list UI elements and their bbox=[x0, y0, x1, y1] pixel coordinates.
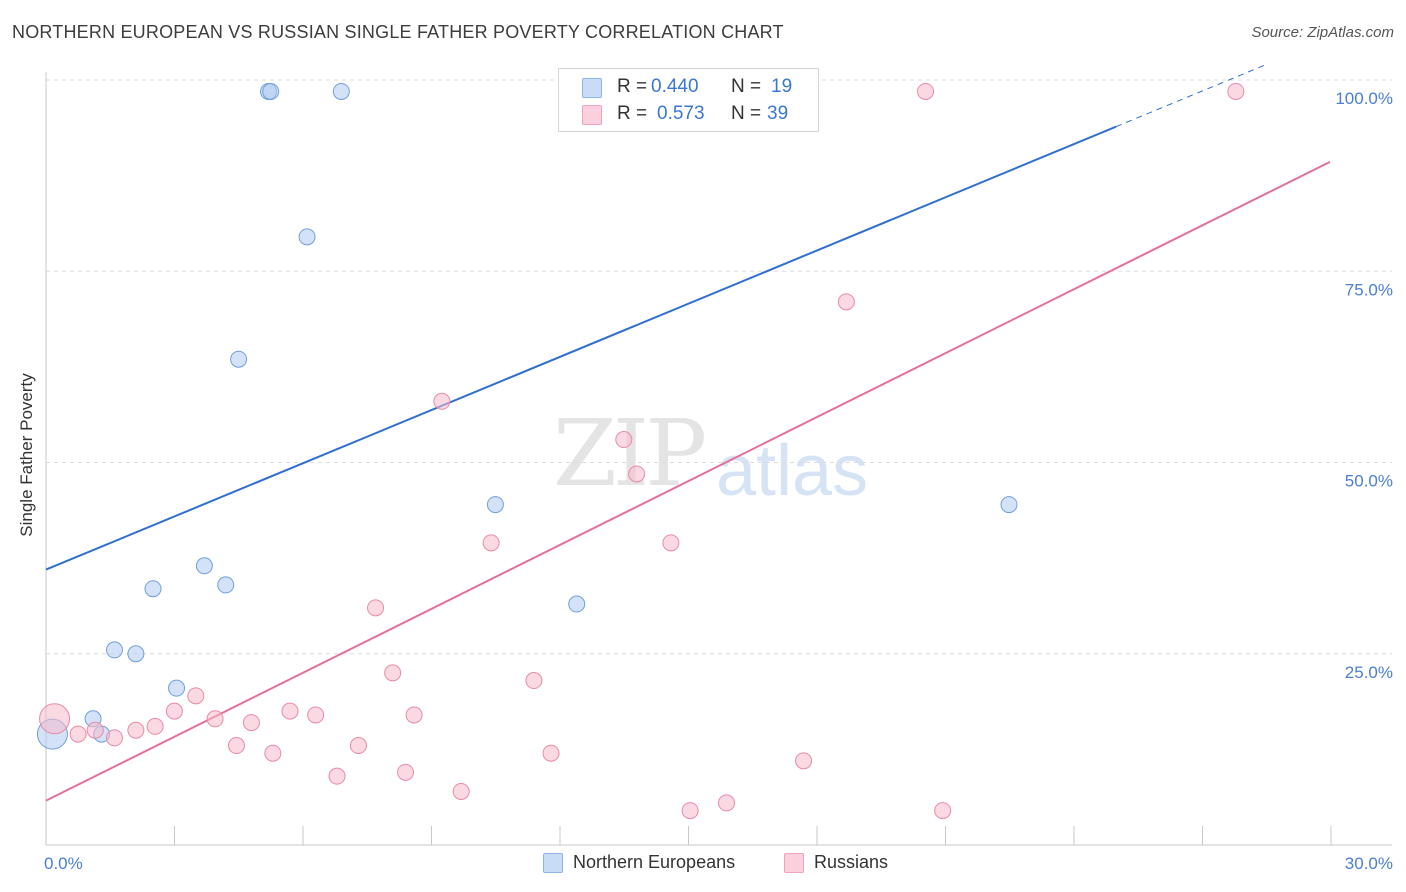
legend-item-russians[interactable]: Russians bbox=[784, 852, 888, 873]
legend-swatch-pink bbox=[582, 105, 602, 125]
legend-swatch-blue bbox=[582, 78, 602, 98]
trend-lines bbox=[45, 64, 1331, 802]
x-tick-label-30: 30.0% bbox=[1345, 854, 1393, 873]
correlation-legend: R = 0.440 N = 19 R = 0.573 N = 39 bbox=[558, 68, 819, 132]
russian-point bbox=[718, 794, 736, 812]
russian-point bbox=[615, 431, 633, 449]
russian-point bbox=[69, 725, 87, 743]
russian-point bbox=[127, 721, 145, 739]
northern-european-point bbox=[568, 595, 586, 613]
x-tick-label-0: 0.0% bbox=[44, 854, 83, 873]
legend-n-label: N = bbox=[731, 103, 762, 124]
legend-item-northern-europeans[interactable]: Northern Europeans bbox=[543, 852, 735, 873]
legend-n-value: 39 bbox=[767, 103, 789, 124]
northern-european-point bbox=[230, 350, 248, 368]
russian-point bbox=[328, 767, 346, 785]
russian-point bbox=[242, 714, 260, 732]
russian-point bbox=[307, 706, 325, 724]
legend-label-russians: Russians bbox=[814, 852, 889, 872]
russian-point bbox=[452, 782, 470, 800]
legend-r-value: 0.573 bbox=[657, 103, 705, 124]
tick-labels: 25.0% 50.0% 75.0% 100.0% 0.0% 30.0% bbox=[44, 89, 1393, 873]
northern-european-point bbox=[168, 679, 186, 697]
russian-point bbox=[227, 737, 245, 755]
russian-point bbox=[525, 672, 543, 690]
northern-european-point bbox=[195, 557, 213, 575]
northern-european-point bbox=[486, 496, 504, 514]
russian-point bbox=[542, 744, 560, 762]
russian-point bbox=[367, 599, 385, 617]
russian-point bbox=[837, 293, 855, 311]
legend-n-value: 19 bbox=[771, 76, 793, 97]
trend-line-northern-europeans bbox=[45, 125, 1117, 571]
russian-point bbox=[1227, 82, 1245, 100]
grid-lines bbox=[46, 79, 1392, 655]
watermark-atlas: atlas bbox=[716, 431, 869, 511]
russian-point bbox=[433, 392, 451, 410]
trend-line-extension bbox=[1115, 64, 1266, 128]
russian-point bbox=[662, 534, 680, 552]
northern-european-point bbox=[262, 82, 280, 100]
russian-point bbox=[681, 802, 699, 820]
northern-european-point bbox=[105, 641, 123, 659]
russian-point bbox=[405, 706, 423, 724]
russian-point bbox=[349, 737, 367, 755]
y-tick-label-50: 50.0% bbox=[1345, 472, 1393, 491]
legend-swatch-northern-europeans bbox=[543, 852, 563, 873]
northern-european-point bbox=[1000, 496, 1018, 514]
y-tick-label-25: 25.0% bbox=[1345, 663, 1393, 682]
chart-source: Source: ZipAtlas.com bbox=[1251, 24, 1394, 41]
russian-point bbox=[105, 729, 123, 747]
russian-point bbox=[206, 710, 224, 728]
russian-point bbox=[934, 802, 952, 820]
chart-title: NORTHERN EUROPEAN VS RUSSIAN SINGLE FATH… bbox=[12, 22, 784, 42]
legend-n-label: N = bbox=[731, 76, 762, 97]
legend-r-label: R = bbox=[617, 76, 648, 97]
y-tick-label-75: 75.0% bbox=[1345, 280, 1393, 299]
russian-point bbox=[384, 664, 402, 682]
russian-point bbox=[187, 687, 205, 705]
northern-european-point bbox=[298, 228, 316, 246]
northern-european-point bbox=[144, 580, 162, 598]
northern-european-point bbox=[332, 82, 350, 100]
russian-point bbox=[917, 82, 935, 100]
russian-point bbox=[397, 763, 415, 781]
data-points bbox=[36, 82, 1245, 820]
russian-point bbox=[146, 717, 164, 735]
russian-point bbox=[165, 702, 183, 720]
northern-european-point bbox=[127, 645, 145, 663]
russian-point bbox=[86, 721, 104, 739]
russian-point bbox=[795, 752, 813, 770]
legend-label-northern-europeans: Northern Europeans bbox=[573, 852, 736, 872]
russian-point bbox=[628, 465, 646, 483]
northern-european-point bbox=[217, 576, 235, 594]
legend-r-label: R = bbox=[617, 103, 648, 124]
legend-swatch-russians bbox=[784, 852, 804, 873]
russian-point bbox=[281, 702, 299, 720]
watermark-zip: ZIP bbox=[553, 400, 707, 507]
legend-r-value: 0.440 bbox=[651, 76, 699, 97]
trend-line-russians bbox=[45, 160, 1331, 802]
russian-point bbox=[264, 744, 282, 762]
russian-point bbox=[39, 703, 71, 735]
russian-point bbox=[482, 534, 500, 552]
y-tick-label-100: 100.0% bbox=[1335, 89, 1393, 108]
